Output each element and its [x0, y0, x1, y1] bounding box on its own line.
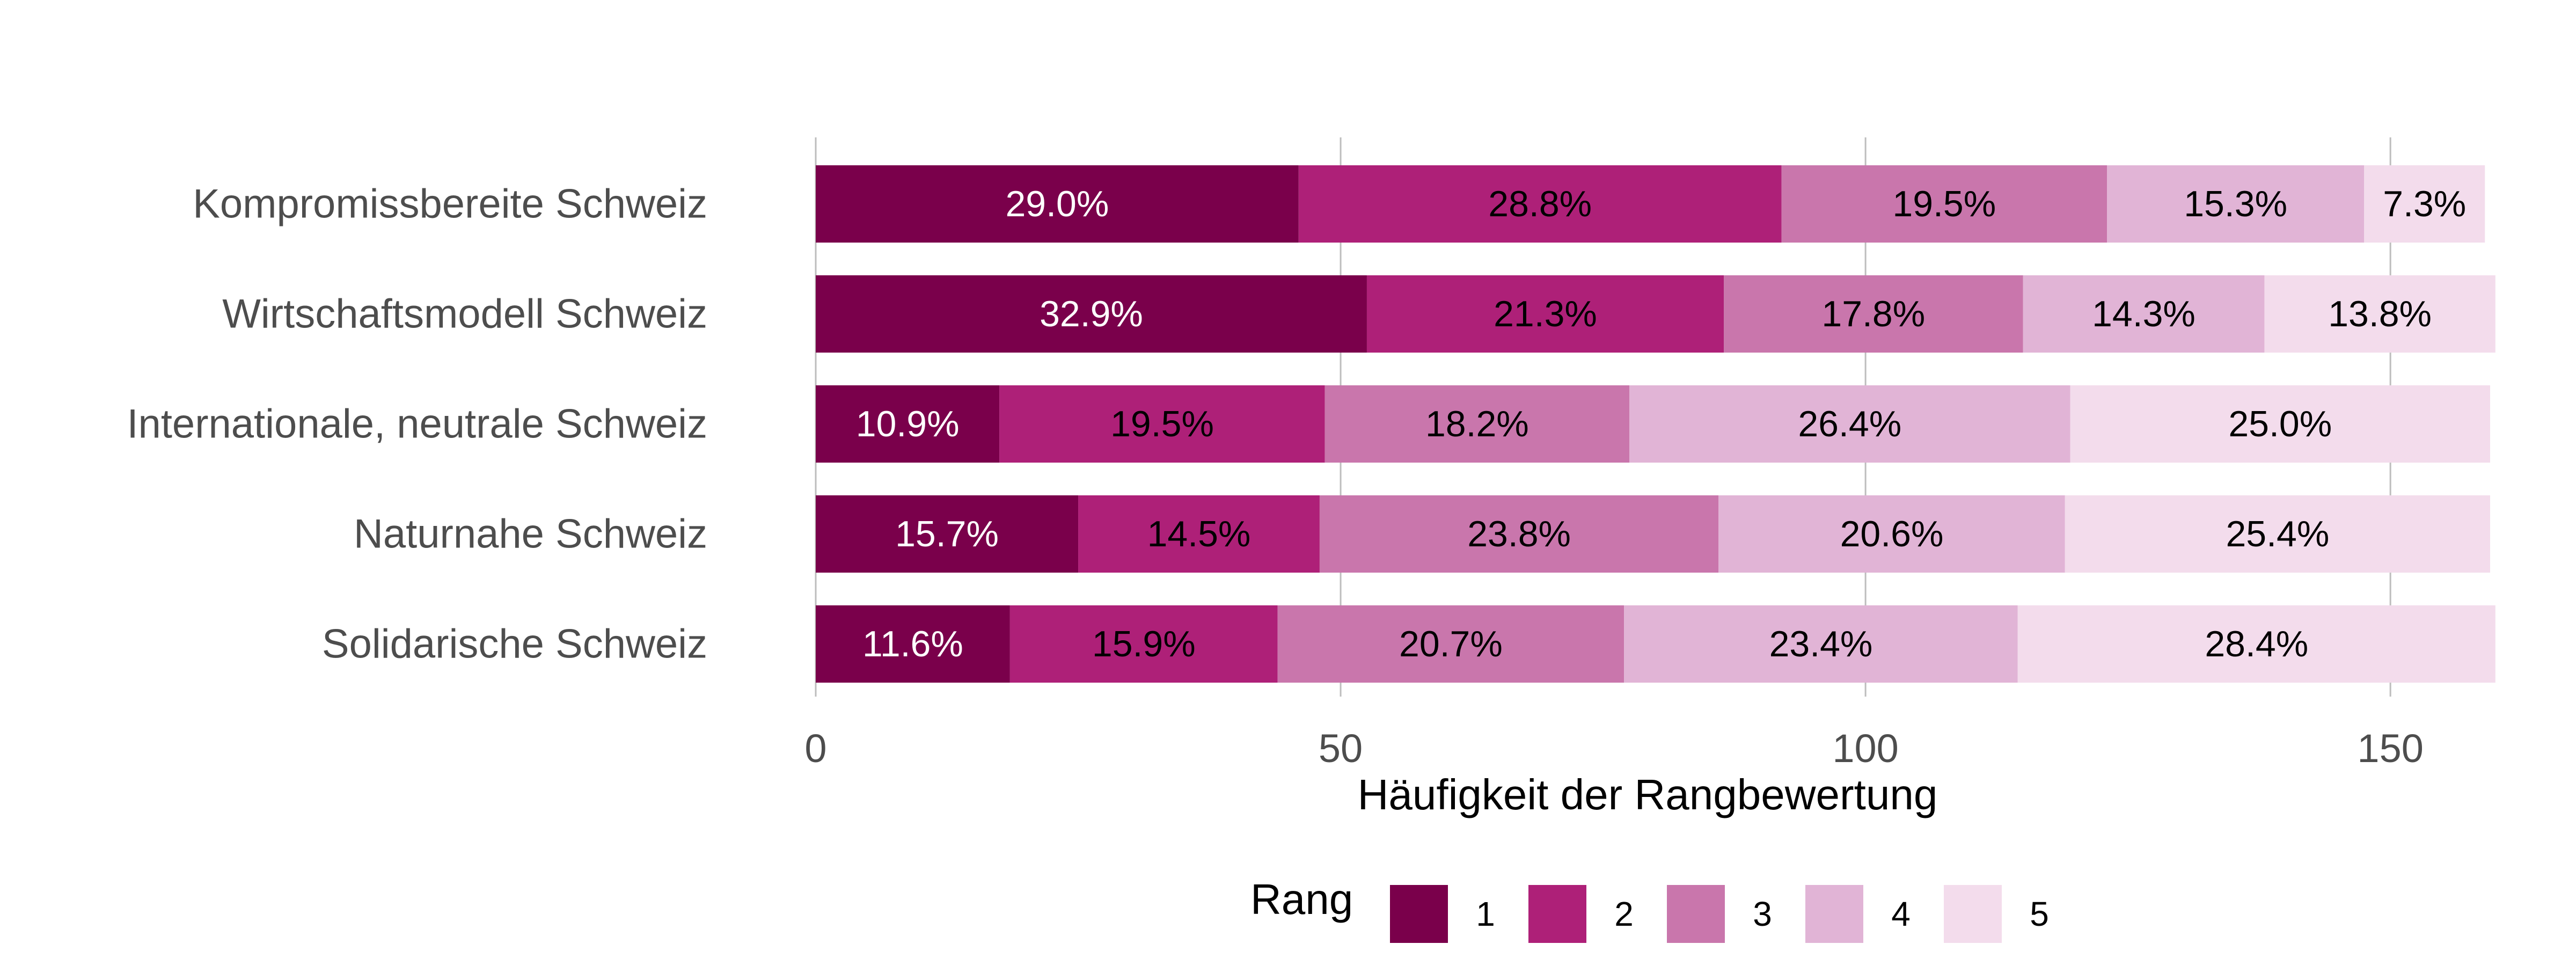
bar-value-label: 14.3%	[2092, 294, 2196, 334]
category-label: Wirtschaftsmodell Schweiz	[222, 291, 707, 337]
category-label: Naturnahe Schweiz	[354, 511, 707, 557]
bar-value-label: 7.3%	[2383, 184, 2466, 224]
category-label: Kompromissbereite Schweiz	[193, 181, 707, 227]
bar-segment	[2023, 275, 2265, 353]
axis-layer: Häufigkeit der Rangbewertung 0 50 100 150 Ko…	[127, 181, 2423, 819]
bar-segment	[1319, 495, 1719, 573]
bar-segment	[999, 385, 1325, 463]
bar-segment	[1718, 495, 2065, 573]
x-tick-label: 150	[2357, 726, 2423, 771]
bars-layer	[816, 165, 2496, 683]
bar-value-label: 19.5%	[1892, 184, 1996, 224]
bar-value-label: 11.6%	[862, 624, 963, 664]
x-tick-label: 100	[1832, 726, 1898, 771]
legend-key	[1944, 885, 2002, 943]
bar-value-label: 26.4%	[1798, 404, 1901, 444]
bar-value-label: 15.3%	[2184, 184, 2287, 224]
bar-value-label: 28.4%	[2205, 624, 2308, 664]
bar-value-label: 15.9%	[1092, 624, 1196, 664]
bar-value-label: 18.2%	[1425, 404, 1529, 444]
bar-value-label: 10.9%	[856, 404, 960, 444]
bar-segment	[2065, 495, 2490, 573]
bar-value-label: 29.0%	[1005, 184, 1109, 224]
category-label: Internationale, neutrale Schweiz	[127, 401, 707, 447]
bar-value-label: 20.7%	[1399, 624, 1503, 664]
legend-key	[1667, 885, 1725, 943]
legend-label: 2	[1614, 895, 1634, 933]
legend-key	[1390, 885, 1448, 943]
legend-label: 3	[1753, 895, 1772, 933]
bar-segment	[2070, 385, 2490, 463]
legend-key	[1528, 885, 1586, 943]
bar-segment	[1624, 605, 2018, 683]
bar-value-label: 28.8%	[1488, 184, 1592, 224]
legend-label: 5	[2030, 895, 2049, 933]
legend-key	[1805, 885, 1863, 943]
bar-value-label: 14.5%	[1147, 514, 1251, 554]
x-axis-title: Häufigkeit der Rangbewertung	[1358, 771, 1938, 818]
labels-layer: 29.0% 28.8% 19.5% 15.3% 7.3% 32.9% 21.3% 17.8% 1…	[856, 184, 2466, 664]
bar-segment	[1724, 275, 2023, 353]
bar-segment	[1277, 605, 1624, 683]
legend-label: 4	[1891, 895, 1911, 933]
bar-value-label: 23.8%	[1467, 514, 1571, 554]
bar-segment	[1366, 275, 1724, 353]
bar-value-label: 23.4%	[1769, 624, 1873, 664]
bar-value-label: 13.8%	[2328, 294, 2432, 334]
bar-value-label: 20.6%	[1840, 514, 1944, 554]
legend-label: 1	[1476, 895, 1495, 933]
bar-segment	[816, 275, 1367, 353]
category-label: Solidarische Schweiz	[322, 621, 707, 667]
legend: Rang 1 2 3 4 5	[1250, 875, 2049, 943]
bar-value-label: 21.3%	[1494, 294, 1597, 334]
bar-segment	[1009, 605, 1278, 683]
bar-segment	[1781, 165, 2107, 243]
bar-value-label: 19.5%	[1110, 404, 1214, 444]
bar-segment	[2264, 275, 2496, 353]
bar-segment	[2107, 165, 2365, 243]
bar-value-label: 25.0%	[2228, 404, 2332, 444]
bar-segment	[1629, 385, 2070, 463]
bar-segment	[816, 605, 1010, 683]
bar-segment	[2364, 165, 2485, 243]
bar-segment	[816, 495, 1079, 573]
bar-value-label: 32.9%	[1040, 294, 1143, 334]
bar-segment	[1324, 385, 1629, 463]
bar-value-label: 25.4%	[2226, 514, 2329, 554]
x-tick-label: 0	[804, 726, 826, 771]
bar-segment	[816, 385, 1000, 463]
bar-segment	[1078, 495, 1320, 573]
bar-value-label: 17.8%	[1821, 294, 1925, 334]
x-tick-label: 50	[1319, 726, 1363, 771]
bar-segment	[816, 165, 1299, 243]
legend-title: Rang	[1250, 875, 1353, 923]
bar-segment	[1298, 165, 1782, 243]
bar-value-label: 15.7%	[895, 514, 999, 554]
bar-segment	[2017, 605, 2496, 683]
